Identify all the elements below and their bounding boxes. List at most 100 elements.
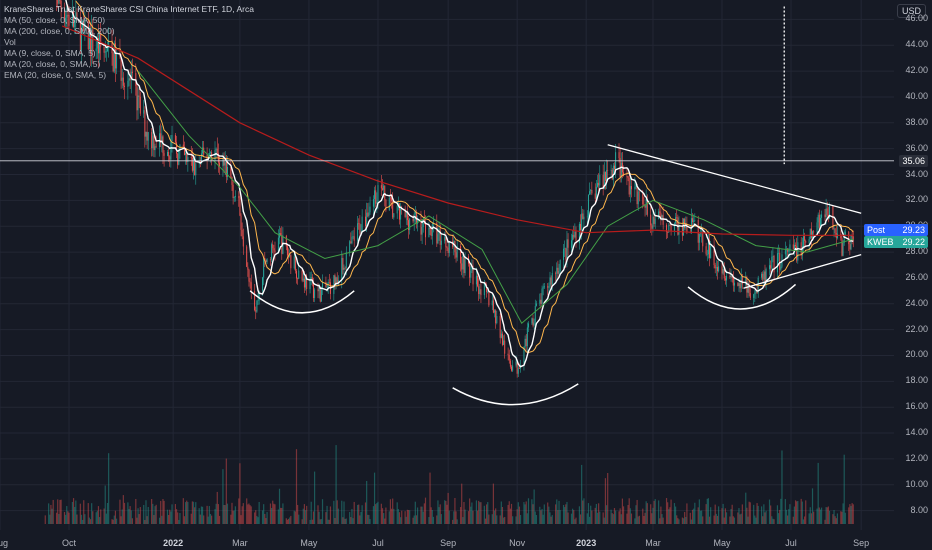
candle-body [824, 214, 826, 218]
candle-body [607, 169, 609, 171]
volume-bar [637, 516, 639, 524]
candle-body [65, 17, 67, 23]
candle-body [567, 239, 569, 248]
x-tick-label: May [300, 538, 318, 548]
volume-bar [582, 500, 584, 524]
candle-body [518, 368, 520, 369]
volume-bar [499, 515, 501, 524]
candle-body [266, 259, 268, 263]
candle-body [230, 167, 232, 177]
volume-bar [765, 510, 767, 524]
volume-bar [681, 517, 683, 524]
volume-bar [114, 510, 117, 524]
volume-bar [304, 510, 307, 524]
candle-body [763, 271, 765, 280]
currency-button[interactable]: USD [896, 4, 926, 18]
volume-bar [103, 508, 105, 524]
volume-bar [652, 507, 654, 524]
candle-body [709, 239, 711, 258]
volume-bar [689, 512, 691, 524]
volume-bar [808, 513, 810, 524]
volume-bar [200, 506, 203, 524]
volume-bar [850, 505, 852, 524]
volume-bar [579, 514, 582, 524]
candle-body [342, 257, 344, 270]
volume-bar [607, 472, 609, 524]
volume-bar [406, 509, 408, 524]
legend-ma20: MA (20, close, 0, SMA, 5) [4, 59, 101, 69]
volume-bar [674, 506, 677, 524]
candle-body [428, 227, 430, 238]
volume-bar [705, 504, 707, 524]
volume-bar [819, 509, 822, 524]
volume-bar [723, 517, 725, 524]
candle-body [144, 110, 146, 137]
candle-body [685, 224, 687, 229]
volume-bar [257, 517, 259, 524]
candle-body [693, 220, 695, 222]
candle-body [136, 85, 138, 111]
volume-bar [840, 511, 842, 524]
volume-bar [764, 512, 766, 524]
volume-bar [842, 503, 844, 524]
candle-body [104, 51, 106, 53]
candle-body [710, 245, 712, 258]
candle-body [741, 276, 743, 285]
candle-body [557, 267, 559, 274]
candle-body [654, 218, 656, 224]
candle-body [833, 228, 835, 230]
volume-bar [313, 471, 316, 524]
candle-body [642, 191, 644, 205]
volume-bar [471, 502, 473, 524]
volume-bar [733, 517, 736, 524]
candle-body [547, 286, 549, 288]
volume-bar [151, 498, 153, 524]
candle-body [543, 286, 545, 288]
candle-body [286, 246, 288, 256]
volume-bar [413, 515, 415, 524]
volume-bar [670, 499, 672, 524]
candle-body [594, 193, 596, 199]
volume-bar [644, 512, 646, 524]
volume-bar [805, 500, 807, 524]
volume-bar [507, 504, 509, 524]
volume-bar [301, 519, 303, 524]
volume-bar [461, 483, 463, 524]
candle-body [702, 232, 704, 247]
candle-body [96, 38, 98, 49]
volume-bar [523, 502, 525, 524]
volume-bar [588, 516, 591, 524]
volume-bar [539, 506, 541, 524]
candle-body [246, 246, 248, 267]
candle-body [190, 157, 192, 158]
candle-body [211, 152, 213, 161]
volume-bar [835, 518, 837, 524]
candle-body [147, 132, 149, 141]
candle-body [753, 294, 755, 298]
candle-body [795, 244, 797, 247]
candle-body [816, 222, 818, 233]
volume-bar [627, 504, 629, 524]
volume-bar [198, 508, 200, 524]
legend-title: KraneShares Trust KraneShares CSI China … [4, 4, 254, 14]
candle-body [627, 176, 629, 178]
legend-vol: Vol [4, 37, 16, 47]
candle-body [850, 235, 852, 250]
volume-bar [598, 503, 600, 524]
candle-body [669, 225, 671, 226]
volume-bar [226, 503, 229, 524]
volume-bar [454, 498, 456, 524]
volume-bar [693, 508, 695, 524]
candle-body [273, 248, 275, 251]
candle-body [613, 165, 615, 170]
volume-bar [108, 453, 110, 524]
candle-body [808, 239, 810, 243]
volume-bar [111, 519, 113, 524]
candle-body [318, 287, 320, 292]
volume-bar [475, 500, 478, 524]
volume-bar [439, 504, 441, 524]
volume-bar [254, 512, 256, 524]
candle-body [849, 244, 851, 250]
volume-bar [802, 519, 805, 524]
